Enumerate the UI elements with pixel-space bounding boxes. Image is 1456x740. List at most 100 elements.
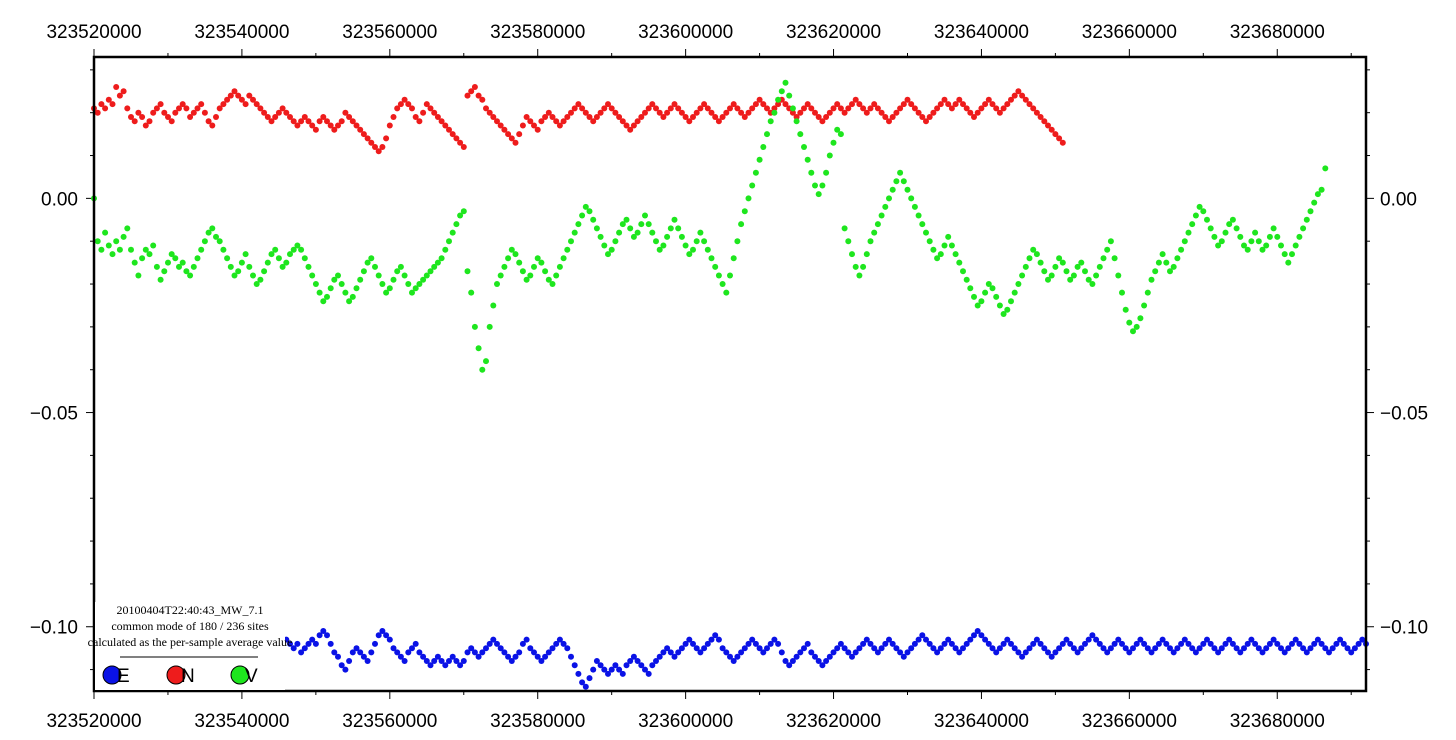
data-point — [1178, 640, 1185, 647]
data-point — [516, 259, 523, 266]
data-point — [734, 653, 741, 660]
data-point — [1259, 649, 1266, 656]
data-point — [1056, 255, 1063, 262]
data-point — [1011, 645, 1018, 652]
data-point — [1045, 649, 1051, 656]
data-point — [353, 285, 360, 292]
data-point — [324, 632, 330, 639]
data-point — [494, 281, 500, 287]
data-point — [1189, 645, 1196, 652]
data-point — [697, 649, 704, 656]
data-point — [309, 272, 316, 279]
data-point — [128, 246, 134, 253]
data-point — [1255, 645, 1262, 652]
data-point — [124, 225, 131, 232]
data-point — [1237, 649, 1244, 656]
data-point — [1119, 289, 1125, 296]
data-point — [564, 246, 571, 253]
data-point — [860, 640, 867, 647]
data-point — [98, 101, 105, 108]
data-point — [786, 92, 793, 99]
data-point — [534, 255, 541, 262]
data-point — [556, 122, 563, 129]
data-point — [845, 105, 852, 112]
data-point — [386, 636, 393, 643]
data-point — [209, 225, 216, 232]
data-point — [372, 144, 378, 150]
data-point — [1285, 645, 1292, 652]
data-point — [305, 640, 312, 647]
data-point — [1033, 251, 1040, 258]
data-point — [287, 640, 293, 647]
data-point — [937, 101, 944, 108]
data-point — [220, 101, 227, 108]
data-point — [971, 293, 977, 300]
data-point — [1111, 255, 1118, 262]
data-point — [560, 118, 567, 125]
data-point — [1004, 636, 1011, 643]
data-point — [871, 645, 878, 652]
data-point — [1314, 191, 1321, 198]
data-point — [1196, 203, 1203, 210]
data-point — [1167, 645, 1173, 652]
data-point — [423, 658, 430, 664]
data-point — [823, 114, 830, 120]
data-point — [815, 191, 822, 198]
data-point — [165, 259, 171, 266]
data-point — [590, 118, 597, 125]
data-point — [601, 105, 608, 112]
data-point — [545, 109, 552, 116]
data-point — [486, 640, 493, 647]
data-point — [749, 182, 756, 189]
data-point — [745, 640, 752, 647]
data-point — [1292, 242, 1299, 249]
data-point — [671, 653, 678, 660]
data-point — [327, 122, 334, 129]
data-point — [1222, 229, 1229, 236]
data-point — [1222, 640, 1229, 647]
data-point — [715, 636, 722, 643]
data-point — [153, 263, 160, 270]
data-point — [231, 272, 238, 279]
data-point — [346, 298, 353, 305]
data-point — [438, 658, 445, 664]
data-point — [468, 645, 475, 652]
data-point — [527, 645, 534, 652]
data-point — [1133, 640, 1140, 647]
data-point — [309, 122, 316, 129]
data-point — [1200, 208, 1207, 215]
data-point — [934, 255, 941, 262]
data-point — [1229, 640, 1236, 647]
data-point — [464, 268, 471, 275]
data-point — [623, 216, 630, 223]
data-point — [542, 114, 549, 120]
data-point — [1104, 246, 1111, 253]
data-point — [1070, 645, 1077, 652]
data-point — [205, 229, 212, 236]
data-point — [1030, 640, 1037, 647]
data-point — [105, 96, 112, 103]
data-point — [516, 649, 523, 656]
data-point — [915, 636, 922, 643]
data-point — [279, 105, 286, 112]
data-point — [353, 122, 360, 129]
data-point — [1008, 96, 1014, 103]
data-point — [98, 246, 105, 253]
data-point — [1178, 246, 1185, 253]
legend-label-v: V — [245, 666, 258, 687]
data-point — [423, 101, 430, 108]
data-point — [719, 281, 726, 287]
data-point — [926, 238, 933, 245]
data-point — [1278, 645, 1284, 652]
data-point — [1093, 636, 1100, 643]
data-point — [331, 649, 338, 656]
data-point — [242, 251, 249, 258]
data-point — [797, 131, 804, 138]
data-point — [238, 259, 245, 266]
data-point — [131, 259, 138, 266]
data-point — [475, 345, 482, 352]
data-point — [527, 272, 534, 279]
data-point — [597, 662, 604, 669]
data-point — [405, 649, 412, 656]
data-point — [608, 246, 615, 253]
